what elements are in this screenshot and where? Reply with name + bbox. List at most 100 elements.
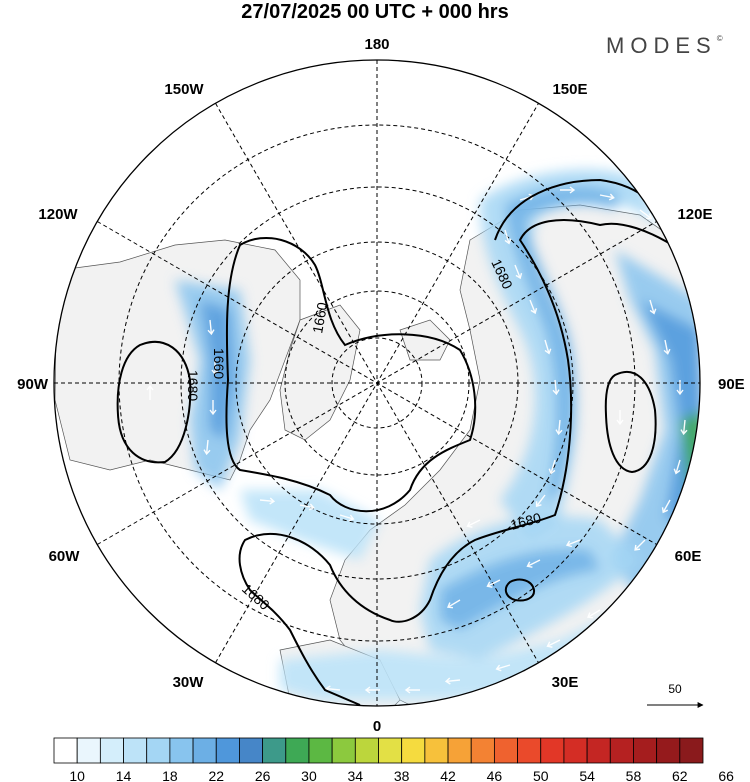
wind-vector-arrow bbox=[634, 539, 646, 551]
colorbar-swatch bbox=[633, 737, 658, 764]
wind-vector-arrow bbox=[552, 379, 560, 396]
colorbar-swatch bbox=[99, 737, 124, 764]
meridian-150-330 bbox=[215, 103, 539, 663]
land-arctic-islands bbox=[399, 319, 451, 361]
wind-vector-arrow bbox=[535, 494, 546, 508]
colorbar-tick-label: 54 bbox=[579, 768, 595, 782]
wind-vector-arrow bbox=[486, 579, 501, 588]
contour-1680-central-asia bbox=[604, 370, 657, 474]
wind-vector-arrow bbox=[466, 519, 481, 528]
colorbar-swatch bbox=[146, 737, 171, 764]
lon-label-180: 180 bbox=[364, 36, 389, 53]
colorbar-swatch bbox=[285, 737, 310, 764]
lon-label-60w: 60W bbox=[49, 548, 81, 565]
wind-vector-arrow bbox=[259, 497, 276, 505]
wind-vector-arrow bbox=[209, 400, 217, 416]
colorbar-tick-label: 26 bbox=[255, 768, 271, 782]
wind-vector-arrow bbox=[661, 499, 671, 514]
contour-label-1680-c: 1680 bbox=[509, 509, 543, 533]
vector-reference-label: 50 bbox=[668, 682, 682, 696]
colorbar-tick-label: 50 bbox=[533, 768, 549, 782]
wind-vector-arrow bbox=[663, 339, 671, 355]
wind-vector-arrow bbox=[616, 410, 624, 426]
colorbar-tick-label: 66 bbox=[718, 768, 734, 782]
colorbar-swatch bbox=[239, 737, 264, 764]
colorbar-swatch bbox=[586, 737, 611, 764]
wind-vector-arrow bbox=[544, 339, 552, 355]
colorbar-tick-label: 14 bbox=[116, 768, 132, 782]
lon-label-30w: 30W bbox=[173, 674, 205, 691]
jet-pacific-core bbox=[505, 186, 620, 506]
lon-label-120w: 120W bbox=[38, 206, 78, 223]
colorbar-swatch bbox=[262, 737, 287, 764]
wind-vector-arrow bbox=[555, 419, 563, 436]
contour-1680-north-america bbox=[116, 340, 192, 464]
colorbar-swatch bbox=[215, 737, 240, 764]
wind-vector-arrow bbox=[203, 439, 211, 456]
colorbar-swatch bbox=[540, 737, 565, 764]
colorbar-tick-label: 46 bbox=[487, 768, 503, 782]
wind-vector-arrow bbox=[504, 229, 512, 245]
lon-label-150w: 150W bbox=[164, 81, 204, 98]
colorbar-swatch bbox=[169, 737, 194, 764]
wind-vector-arrow bbox=[599, 193, 615, 201]
colorbar-swatch bbox=[679, 737, 704, 764]
wind-vector-arrow bbox=[444, 677, 461, 685]
wind-vector-arrow bbox=[673, 459, 681, 475]
chart-title: 27/07/2025 00 UTC + 000 hrs bbox=[241, 1, 509, 23]
wind-vector-arrow bbox=[364, 686, 380, 694]
vector-reference: 50 bbox=[647, 682, 704, 708]
colorbar-swatch bbox=[493, 737, 518, 764]
wind-vector-arrow bbox=[586, 609, 601, 619]
contour-label-1660-a: 1660 bbox=[309, 301, 330, 335]
jet-europe-core bbox=[440, 549, 600, 630]
wind-vector-arrow bbox=[299, 503, 315, 511]
lon-label-150e: 150E bbox=[552, 81, 587, 98]
colorbar-swatch bbox=[53, 737, 78, 764]
lon-label-30e: 30E bbox=[552, 674, 579, 691]
logo-text: MODES bbox=[606, 33, 717, 58]
colorbar-tick-label: 18 bbox=[162, 768, 178, 782]
contour-1660-arctic bbox=[225, 236, 477, 513]
contour-label-1680-b: 1680 bbox=[185, 370, 201, 401]
wind-vector-arrow bbox=[680, 419, 688, 436]
colorbar-swatch bbox=[656, 737, 681, 764]
wind-vector-arrow bbox=[639, 209, 653, 220]
lon-label-90e: 90E bbox=[718, 376, 745, 393]
colorbar-swatch bbox=[401, 737, 426, 764]
colorbar-swatch bbox=[447, 737, 472, 764]
wind-vector-arrow bbox=[404, 686, 420, 694]
graticule bbox=[54, 60, 700, 706]
logo-copyright-mark: © bbox=[716, 33, 723, 43]
wind-vector-arrow bbox=[446, 599, 461, 609]
lon-label-90w: 90W bbox=[17, 376, 49, 393]
colorbar-tick-label: 22 bbox=[208, 768, 224, 782]
colorbar-tick-label: 10 bbox=[69, 768, 85, 782]
colorbar-tick-label: 62 bbox=[672, 768, 688, 782]
wind-vector-arrow bbox=[146, 384, 154, 400]
modes-logo: MODES© bbox=[606, 33, 723, 59]
wind-vector-arrow bbox=[565, 539, 581, 548]
colorbar-swatch bbox=[378, 737, 403, 764]
colorbar-swatch bbox=[470, 737, 495, 764]
wind-vector-arrow bbox=[529, 299, 538, 315]
colorbar-tick-label: 42 bbox=[440, 768, 456, 782]
colorbar-swatch bbox=[123, 737, 148, 764]
colorbar-swatch bbox=[517, 737, 542, 764]
colorbar-swatch bbox=[424, 737, 449, 764]
wind-vector-arrow bbox=[207, 319, 215, 336]
wind-vector-arrow bbox=[514, 264, 523, 280]
map-border bbox=[53, 59, 701, 707]
colorbar-tick-label: 34 bbox=[348, 768, 364, 782]
wind-vector-arrow bbox=[676, 380, 684, 396]
colorbar-swatch bbox=[609, 737, 634, 764]
contour-1680-caspian bbox=[504, 578, 536, 602]
colorbar-tick-labels: 10141822263034384246505458626670 bbox=[69, 768, 734, 782]
lon-label-0: 0 bbox=[373, 718, 381, 735]
colorbar-swatch bbox=[192, 737, 217, 764]
wind-vector-arrow bbox=[211, 360, 219, 376]
colorbar-tick-label: 38 bbox=[394, 768, 410, 782]
wind-vector-arrow bbox=[339, 514, 355, 522]
wind-vector-arrow bbox=[495, 664, 511, 672]
